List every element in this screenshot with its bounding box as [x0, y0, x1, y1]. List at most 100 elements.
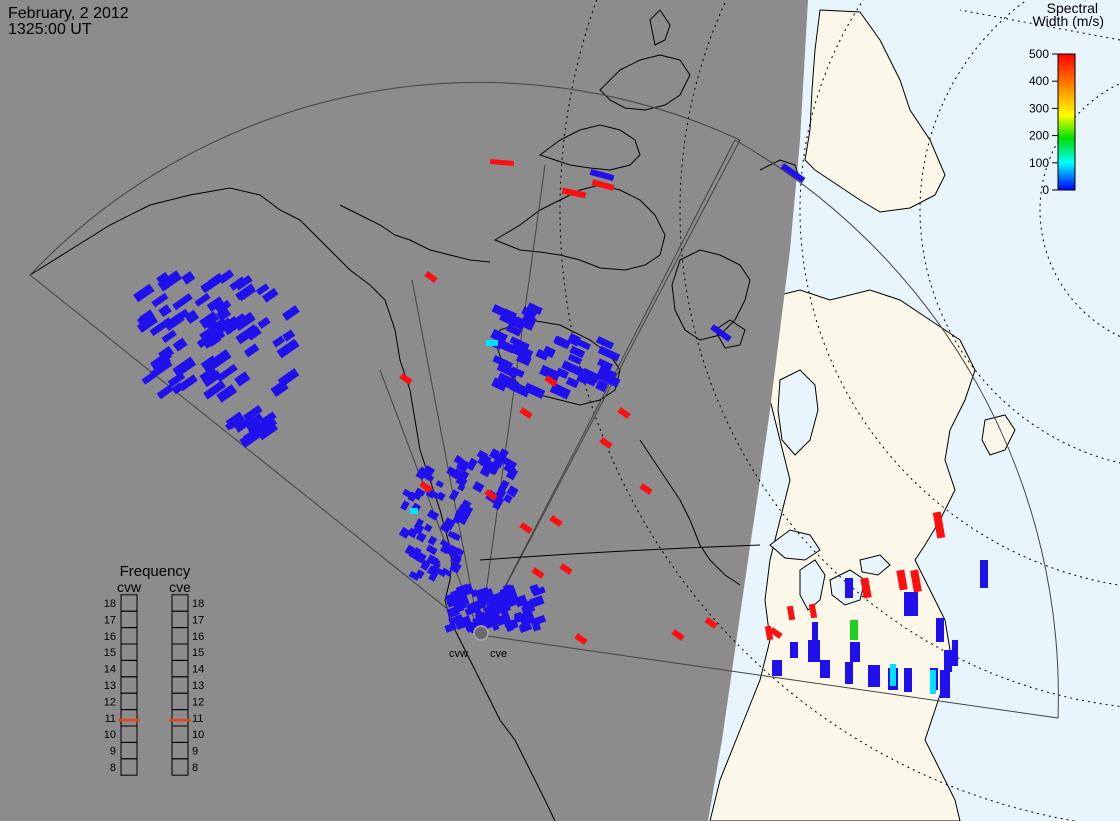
scatter-cell: [808, 640, 820, 662]
scatter-cell: [595, 336, 615, 350]
coastlines-night: [29, 9, 801, 821]
scatter-cell: [413, 518, 424, 530]
scatter-cell: [505, 324, 522, 337]
scatter-cell: [520, 313, 537, 329]
scatter-cell: [181, 271, 196, 285]
frequency-column-cve: 18 17 16 15 14 13 12 11 10 9 8: [169, 594, 204, 776]
scatter-cell: [450, 531, 462, 542]
colorbar: Spectral Width (m/s) 500 400 300 200 100 0: [1029, 0, 1104, 197]
scatter-cell: [790, 642, 798, 658]
scatter-cell: [944, 650, 952, 672]
scatter-cell: [449, 469, 460, 480]
colorbar-gradient: [1057, 53, 1076, 191]
scatter-cell: [257, 418, 278, 435]
scatter-cell: [470, 589, 479, 598]
frequency-radar-label-cvw: cvw: [117, 579, 142, 595]
colorbar-tick-label: 300: [1029, 101, 1049, 115]
scatter-cell: [208, 349, 232, 370]
radar-scatter: [133, 158, 988, 698]
scatter-cell: [456, 515, 467, 526]
scatter-cell: [567, 353, 583, 365]
frequency-scale-label: 14: [192, 664, 204, 676]
scatter-cell: [532, 623, 542, 632]
colorbar-tick-label: 200: [1029, 129, 1049, 143]
scatter-cell: [489, 599, 505, 613]
scatter-cell: [574, 633, 588, 645]
scatter-cell: [221, 320, 237, 336]
scatter-cell: [509, 382, 530, 398]
scatter-cell: [932, 511, 946, 539]
scatter-cell: [559, 563, 573, 575]
colorbar-title-2: Width (m/s): [1032, 13, 1104, 29]
scatter-cell: [199, 366, 218, 383]
scatter-cell: [442, 517, 456, 531]
scatter-cell: [270, 380, 289, 398]
scatter-cell: [229, 276, 246, 291]
scatter-cell: [519, 407, 533, 419]
scatter-cell: [535, 348, 550, 361]
scatter-cell: [448, 489, 460, 501]
scatter-cell: [529, 595, 545, 608]
scatter-cell: [426, 509, 440, 521]
scatter-cell: [466, 457, 478, 471]
scatter-cell: [283, 339, 300, 354]
scatter-cell: [404, 544, 415, 556]
scatter-cell: [243, 404, 263, 422]
scatter-cell: [513, 612, 527, 623]
scatter-cell: [215, 299, 232, 315]
scatter-cell: [671, 629, 685, 641]
scatter-cell: [850, 642, 860, 662]
scatter-cell: [150, 359, 173, 379]
scatter-cell: [528, 384, 546, 399]
scatter-cell: [203, 380, 226, 400]
scatter-cell: [599, 437, 613, 449]
scatter-cell: [496, 448, 509, 462]
scatter-cell: [497, 372, 517, 387]
scatter-cell: [591, 179, 615, 191]
scatter-cell: [156, 271, 169, 284]
frequency-scale-label: 13: [104, 680, 116, 692]
plot-date: February, 2 2012: [8, 5, 129, 22]
scatter-cell: [531, 586, 546, 597]
scatter-cell: [595, 379, 609, 393]
scatter-cell: [167, 371, 186, 388]
scatter-cell: [402, 488, 413, 498]
scatter-cell: [430, 557, 441, 567]
scatter-cell: [549, 515, 563, 527]
scatter-cell: [904, 592, 918, 616]
scatter-cell: [281, 305, 300, 321]
scatter-cell: [868, 665, 880, 687]
scatter-cell: [639, 483, 653, 495]
scatter-cell: [580, 367, 601, 384]
scatter-cell: [477, 454, 490, 467]
colorbar-tick-label: 100: [1029, 156, 1049, 170]
scatter-cell: [194, 292, 211, 307]
scatter-cell: [200, 273, 225, 294]
scatter-cell: [425, 544, 438, 555]
plot-time: 1325:00 UT: [8, 21, 92, 38]
scatter-cell: [436, 568, 447, 578]
frequency-scale-label: 18: [104, 598, 116, 610]
scatter-cell: [233, 311, 256, 332]
scatter-cell: [930, 670, 936, 694]
scatter-cell: [399, 373, 413, 385]
scatter-cell: [172, 356, 197, 378]
scatter-cell: [473, 604, 482, 615]
frequency-scale-label: 11: [105, 713, 116, 725]
scatter-cell: [452, 552, 462, 562]
colorbar-tick-label: 0: [1042, 183, 1049, 197]
frequency-scale-label: 12: [104, 696, 116, 708]
scatter-cell: [808, 603, 818, 619]
scatter-cell: [860, 577, 872, 599]
frequency-scale-label: 12: [192, 696, 204, 708]
scatter-cell: [255, 283, 270, 296]
frequency-radar-label-cve: cve: [169, 579, 191, 595]
scatter-cell: [446, 597, 459, 608]
scatter-cell: [497, 479, 510, 493]
scatter-cell: [423, 465, 436, 477]
scatter-cell: [492, 355, 514, 370]
scatter-cell: [617, 407, 631, 419]
scatter-cell: [489, 158, 515, 167]
scatter-cell: [486, 340, 498, 346]
scatter-cell: [419, 481, 433, 493]
